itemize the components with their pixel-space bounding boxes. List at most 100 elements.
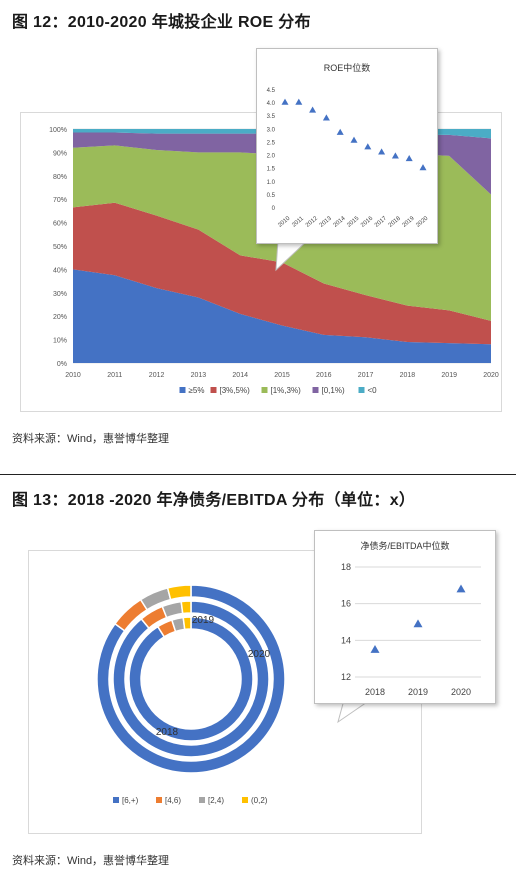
x-tick-label: 2012	[305, 215, 320, 229]
x-tick-label: 2014	[232, 372, 248, 379]
legend-swatch	[179, 387, 186, 393]
y-tick-label: 18	[341, 562, 351, 572]
x-tick-label: 2011	[291, 215, 305, 228]
x-tick-label: 2013	[191, 372, 207, 379]
x-tick-label: 2010	[65, 372, 81, 379]
x-tick-label: 2014	[333, 215, 348, 229]
x-tick-label: 2011	[107, 372, 122, 379]
y-tick-label: 3.0	[267, 127, 276, 133]
x-tick-label: 2018	[388, 215, 403, 229]
y-tick-label: 20%	[53, 314, 67, 321]
y-tick-label: 2.0	[267, 154, 276, 160]
area-series	[73, 202, 491, 345]
y-tick-label: 4.0	[267, 101, 276, 107]
y-tick-label: 50%	[53, 244, 67, 251]
x-tick-label: 2016	[360, 215, 375, 229]
legend-swatch	[113, 797, 119, 803]
x-tick-label: 2020	[415, 215, 430, 229]
x-tick-label: 2018	[365, 687, 385, 697]
inset-title: 净债务/EBITDA中位数	[360, 540, 449, 551]
debt-median-callout: 净债务/EBITDA中位数 12 14 16 18 2018 2019 2020	[314, 530, 496, 704]
legend-label: <0	[368, 386, 378, 395]
donut-segment	[112, 600, 270, 758]
ring-label: 2018	[156, 727, 179, 738]
legend-swatch	[199, 797, 205, 803]
x-tick-label: 2013	[319, 215, 334, 229]
x-tick-label: 2020	[483, 372, 499, 379]
y-tick-label: 70%	[53, 197, 67, 204]
donut-segment	[128, 616, 254, 742]
x-tick-label: 2020	[451, 687, 471, 697]
donut-segment	[182, 616, 192, 631]
data-point-marker	[350, 136, 358, 143]
donut-segment	[161, 600, 184, 619]
x-tick-label: 2010	[277, 215, 292, 229]
x-tick-label: 2012	[149, 372, 165, 379]
legend-label: [6,+)	[122, 796, 139, 805]
y-tick-label: 4.5	[267, 88, 276, 94]
y-tick-label: 100%	[49, 127, 67, 134]
debt-donut-chart: 2018 2019 2020 [6,+) [4,6) [2,4) (0,2)	[96, 584, 286, 805]
section-divider	[0, 474, 516, 475]
legend-swatch	[156, 797, 162, 803]
data-point-marker	[309, 106, 317, 113]
debt-median-chart: 净债务/EBITDA中位数 12 14 16 18 2018 2019 2020	[341, 540, 481, 697]
legend-label: [4,6)	[165, 796, 181, 805]
data-point-marker	[413, 619, 423, 628]
roe-median-callout: ROE中位数 0 0.5 1.0 1.5 2.0 2.5 3.0 3.5 4.0 4.5 2010 20…	[256, 48, 438, 244]
y-tick-label: 10%	[53, 338, 67, 345]
data-point-marker	[378, 148, 386, 155]
figure-13-title: 图 13：2018 -2020 年净债务/EBITDA 分布（单位：x）	[12, 492, 416, 509]
inset-title: ROE中位数	[324, 62, 371, 73]
legend-label: ≥5%	[189, 386, 205, 395]
data-point-marker	[419, 164, 427, 171]
data-point-marker	[405, 154, 413, 162]
figure-12-source: 资料来源：Wind，惠誉博华整理	[12, 433, 170, 445]
data-point-marker	[370, 645, 380, 653]
legend-swatch	[242, 797, 248, 803]
data-point-marker	[456, 584, 466, 593]
data-point-marker	[336, 128, 344, 135]
legend-label: [2,4)	[208, 796, 224, 805]
legend-label: [1%,3%)	[271, 386, 302, 395]
legend-swatch	[261, 387, 268, 393]
legend-swatch	[210, 387, 217, 393]
y-tick-label: 12	[341, 672, 351, 682]
data-point-marker	[295, 98, 303, 105]
data-point-marker	[322, 114, 330, 121]
x-tick-label: 2017	[358, 372, 374, 379]
y-tick-label: 60%	[53, 221, 67, 228]
figure-12-title: 图 12：2010-2020 年城投企业 ROE 分布	[12, 14, 311, 31]
y-tick-label: 90%	[53, 150, 67, 157]
y-tick-label: 1.0	[267, 180, 276, 186]
y-tick-label: 1.5	[267, 167, 276, 173]
legend-label: [3%,5%)	[220, 386, 251, 395]
ring-label: 2020	[248, 649, 271, 660]
y-tick-label: 30%	[53, 291, 67, 298]
data-point-marker	[391, 152, 399, 159]
data-point-marker	[364, 143, 372, 150]
donut-segment	[180, 600, 192, 615]
y-tick-label: 80%	[53, 174, 67, 181]
x-tick-label: 2018	[400, 372, 416, 379]
x-tick-label: 2019	[441, 372, 457, 379]
legend-swatch	[312, 387, 319, 393]
legend-swatch	[358, 387, 365, 393]
data-point-marker	[281, 98, 289, 105]
ring-label: 2019	[192, 615, 215, 626]
y-tick-label: 0%	[57, 361, 67, 368]
figure-13-source: 资料来源：Wind，惠誉博华整理	[12, 855, 170, 867]
legend-label: (0,2)	[251, 796, 268, 805]
area-series	[73, 269, 491, 363]
y-tick-label: 0.5	[267, 193, 276, 199]
donut-segment	[166, 584, 192, 601]
x-tick-label: 2015	[274, 372, 290, 379]
x-tick-label: 2019	[402, 215, 417, 229]
y-tick-label: 40%	[53, 267, 67, 274]
x-tick-label: 2017	[374, 215, 389, 229]
y-tick-label: 0	[272, 206, 276, 212]
x-tick-label: 2015	[346, 215, 361, 229]
x-tick-label: 2016	[316, 372, 332, 379]
x-tick-label: 2019	[408, 687, 428, 697]
